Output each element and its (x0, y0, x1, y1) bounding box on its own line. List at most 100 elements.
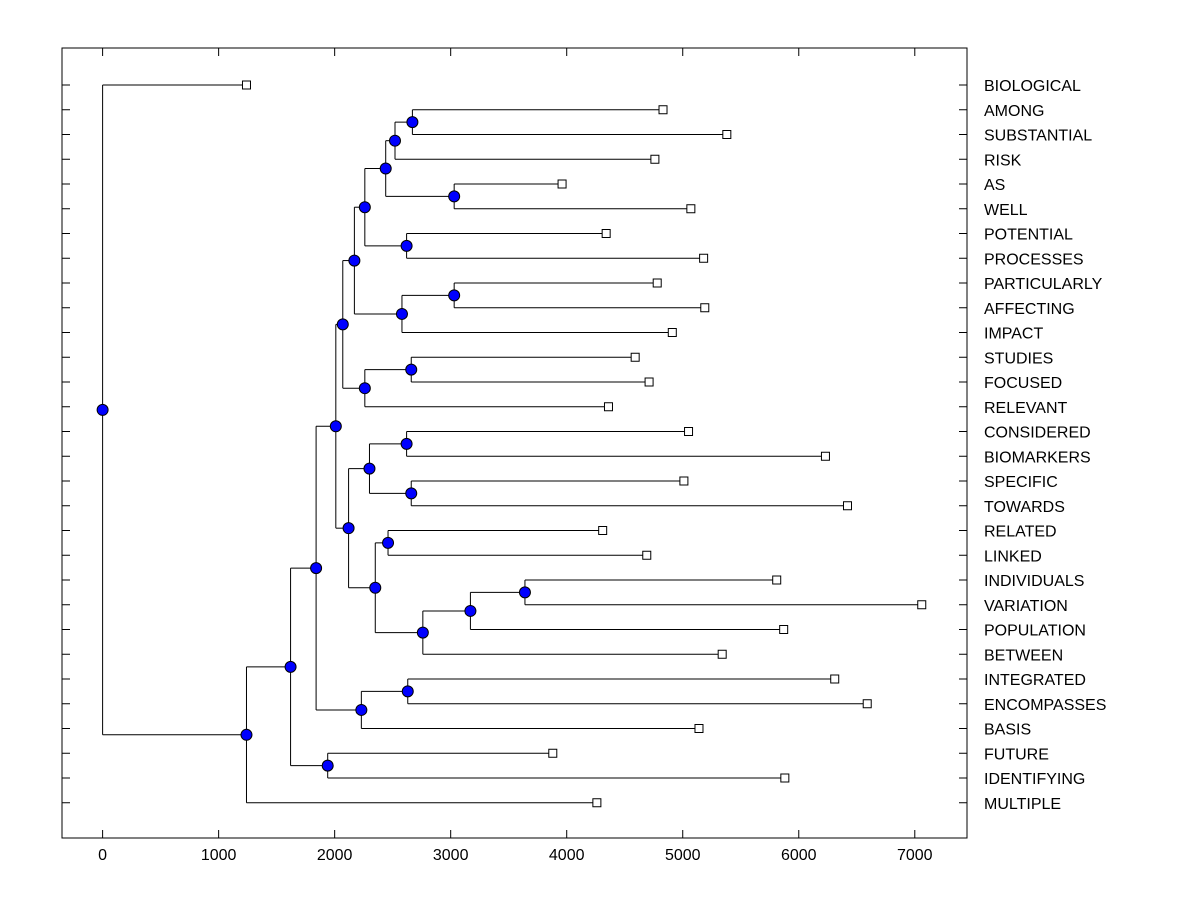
merge-node (336, 318, 349, 331)
leaf-label: SPECIFIC (984, 474, 1058, 491)
leaf-label: AMONG (984, 103, 1044, 120)
merge-node (358, 201, 371, 214)
leaf-marker (592, 798, 602, 808)
merge-node (379, 162, 392, 175)
leaf-marker (658, 105, 668, 115)
leaf-marker (603, 402, 613, 412)
leaf-marker (679, 476, 689, 486)
merge-node (405, 487, 418, 500)
leaf-marker (862, 699, 872, 709)
leaf-label: INDIVIDUALS (984, 573, 1084, 590)
leaf-label: IMPACT (984, 326, 1043, 343)
x-tick-label: 2000 (317, 847, 353, 864)
leaf-label: RISK (984, 152, 1022, 169)
leaf-marker (241, 80, 251, 90)
merge-node (369, 581, 382, 594)
merge-node (363, 462, 376, 475)
leaf-label: INTEGRATED (984, 672, 1086, 689)
merge-node (448, 289, 461, 302)
merge-node (416, 626, 429, 639)
leaf-label: FUTURE (984, 746, 1049, 763)
leaf-label: BIOLOGICAL (984, 78, 1081, 95)
merge-node (405, 363, 418, 376)
merge-node (342, 522, 355, 535)
merge-node (284, 660, 297, 673)
merge-node (464, 604, 477, 617)
leaf-label: FOCUSED (984, 375, 1062, 392)
x-tick-label: 0 (98, 847, 107, 864)
leaf-marker (722, 130, 732, 139)
leaf-marker (842, 501, 852, 511)
leaf-label: MULTIPLE (984, 796, 1061, 813)
leaf-label: POTENTIAL (984, 227, 1073, 244)
leaf-markers (241, 80, 927, 808)
x-axis: 0 1000 2000 3000 4000 5000 6000 7000 (98, 48, 933, 864)
merge-nodes (96, 116, 531, 772)
leaf-marker (667, 328, 677, 337)
leaf-marker (780, 773, 790, 783)
merge-node (240, 728, 253, 741)
leaf-label: VARIATION (984, 598, 1068, 615)
leaf-marker (820, 451, 830, 461)
leaf-marker (630, 352, 640, 362)
leaf-marker (700, 303, 710, 313)
leaf-label: ENCOMPASSES (984, 697, 1106, 714)
axis-ticks (62, 84, 967, 804)
merge-node (348, 254, 361, 267)
leaf-label: BIOMARKERS (984, 449, 1091, 466)
x-tick-label: 6000 (781, 847, 817, 864)
merge-node (96, 403, 109, 416)
merge-node (310, 562, 323, 575)
leaf-label: CONSIDERED (984, 425, 1091, 442)
merge-node (395, 307, 408, 320)
x-tick-label: 7000 (897, 847, 933, 864)
merge-node (382, 536, 395, 549)
leaf-label: IDENTIFYING (984, 771, 1085, 788)
leaf-marker (684, 427, 694, 436)
plot-frame (61, 47, 968, 839)
leaf-label: BASIS (984, 722, 1031, 739)
leaf-label: WELL (984, 202, 1028, 219)
leaf-marker (548, 748, 558, 758)
leaf-label: LINKED (984, 548, 1042, 565)
merge-node (329, 420, 342, 433)
dendrogram-links (102, 84, 922, 804)
merge-node (358, 382, 371, 395)
merge-node (448, 190, 461, 203)
leaf-label: SUBSTANTIAL (984, 128, 1092, 145)
merge-node (388, 134, 401, 147)
leaf-label: POPULATION (984, 623, 1086, 640)
leaf-marker (644, 377, 654, 387)
leaf-label: RELEVANT (984, 400, 1068, 417)
x-tick-label: 1000 (201, 847, 237, 864)
merge-node (406, 116, 419, 129)
leaf-label: RELATED (984, 524, 1057, 541)
leaf-marker (652, 278, 662, 288)
leaf-marker (557, 179, 567, 189)
leaf-label: AS (984, 177, 1005, 194)
merge-node (355, 703, 368, 716)
leaf-label: STUDIES (984, 350, 1053, 367)
leaf-label: BETWEEN (984, 647, 1063, 664)
leaf-marker (694, 724, 704, 733)
leaf-marker (779, 625, 789, 634)
leaf-marker (917, 600, 927, 610)
merge-node (518, 586, 531, 599)
leaf-marker (686, 204, 696, 214)
merge-node (321, 759, 334, 772)
merge-node (400, 239, 413, 252)
leaf-marker (717, 649, 727, 659)
leaf-marker (601, 229, 611, 238)
leaf-marker (650, 154, 660, 164)
x-tick-label: 4000 (549, 847, 585, 864)
leaf-marker (699, 253, 709, 263)
leaf-marker (830, 674, 840, 684)
merge-node (400, 437, 413, 450)
leaf-label: PROCESSES (984, 251, 1084, 268)
leaf-marker (598, 526, 608, 535)
leaf-marker (772, 575, 782, 585)
leaf-marker (642, 550, 652, 560)
leaf-label: AFFECTING (984, 301, 1075, 318)
x-tick-label: 5000 (665, 847, 701, 864)
